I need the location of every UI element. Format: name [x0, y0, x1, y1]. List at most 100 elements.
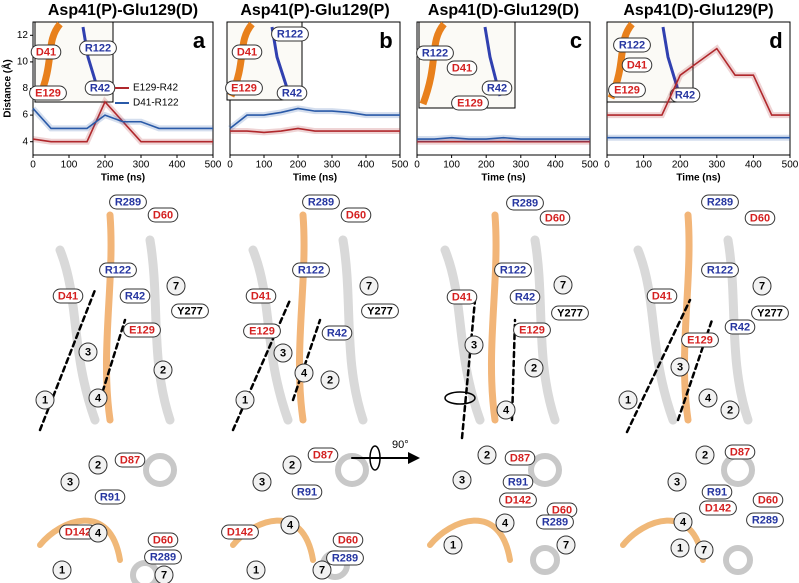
residue-label: D87	[313, 449, 333, 461]
residue-label: 7	[173, 280, 179, 292]
helix-badge	[464, 335, 484, 355]
residue-badge	[513, 322, 551, 338]
x-tick-label: 400	[745, 160, 762, 171]
residue-label: D41	[36, 46, 56, 58]
residue-badge	[621, 57, 653, 73]
residue-label: 2	[95, 459, 101, 471]
residue-badge	[724, 444, 756, 460]
residue-label: D41	[452, 62, 472, 74]
residue-label: 4	[502, 517, 509, 529]
x-tick-label: 400	[358, 160, 375, 171]
residue-label: 4	[95, 527, 102, 539]
residue-label: R42	[327, 327, 347, 339]
residue-badge	[502, 474, 534, 490]
residue-badge	[332, 532, 364, 548]
residue-label: D142	[227, 526, 253, 538]
residue-label: 2	[327, 374, 333, 386]
residue-badge	[144, 549, 182, 565]
residue-label: R289	[512, 197, 538, 209]
chart-title: Asp41(P)-Glu129(P)	[240, 2, 389, 19]
residue-badge	[494, 262, 532, 278]
residue-badge	[291, 484, 323, 500]
residue-label: R91	[297, 486, 317, 498]
residue-badge	[446, 289, 478, 305]
residue-label: D41	[452, 291, 472, 303]
residue-label: 2	[531, 362, 537, 374]
helix-badge	[359, 276, 379, 296]
residue-badge	[231, 44, 263, 60]
residue-badge	[79, 40, 117, 56]
legend-label: E129-R42	[133, 83, 178, 94]
residue-badge	[446, 60, 478, 76]
residue-badge	[361, 303, 399, 319]
residue-label: D142	[505, 494, 531, 506]
inset-sidechain	[81, 26, 100, 91]
residue-label: 7	[319, 564, 325, 576]
residue-label: 3	[471, 339, 477, 351]
residue-label: D60	[338, 534, 358, 546]
residue-badge	[276, 85, 308, 101]
x-tick-label: 100	[256, 160, 273, 171]
residue-badge	[416, 45, 454, 61]
helix-badge	[166, 276, 186, 296]
residue-badge	[751, 305, 789, 321]
residue-label: R289	[542, 516, 568, 528]
x-tick-label: 100	[635, 160, 652, 171]
residue-label: D142	[705, 502, 731, 514]
residue-badge	[746, 512, 784, 528]
series-line	[607, 47, 790, 116]
y-tick-label: 10	[17, 57, 29, 68]
chart-title: Asp41(D)-Glu129(D)	[428, 2, 579, 19]
helix-badge	[673, 512, 693, 532]
helix-badge	[35, 390, 55, 410]
x-axis-label: Time (ns)	[676, 173, 720, 184]
residue-badge	[481, 80, 513, 96]
residue-label: D60	[545, 212, 565, 224]
helix-badge	[556, 535, 576, 555]
residue-badge	[699, 500, 737, 516]
residue-label: R122	[707, 264, 733, 276]
residue-label: D60	[346, 209, 366, 221]
residue-label: E129	[129, 324, 155, 336]
residue-label: 1	[677, 542, 683, 554]
inset-sidechain	[661, 26, 680, 91]
residue-badge	[225, 80, 263, 96]
helix-badge	[88, 455, 108, 475]
x-tick-label: 500	[392, 160, 409, 171]
x-tick-label: 0	[414, 160, 420, 171]
residue-label: E129	[519, 324, 545, 336]
x-axis-label: Time (ns)	[101, 173, 145, 184]
residue-label: 3	[280, 347, 286, 359]
residue-label: R122	[105, 264, 131, 276]
x-tick-label: 100	[61, 160, 78, 171]
residue-label: R289	[150, 551, 176, 563]
helix-badge	[695, 445, 715, 465]
residue-badge	[123, 322, 161, 338]
helix-badge	[273, 343, 293, 363]
residue-badge	[701, 484, 733, 500]
residue-label: R289	[115, 196, 141, 208]
residue-label: D87	[510, 452, 530, 464]
residue-label: R122	[277, 28, 303, 40]
residue-badge	[221, 524, 259, 540]
x-axis-label: Time (ns)	[293, 173, 337, 184]
helix-badge	[60, 472, 80, 492]
x-tick-label: 400	[547, 160, 564, 171]
residue-label: R42	[515, 291, 535, 303]
residue-badge	[84, 80, 116, 96]
residue-label: R91	[508, 476, 528, 488]
residue-label: E129	[35, 87, 61, 99]
residue-badge	[608, 82, 646, 98]
y-axis-label: Distance (Å)	[1, 59, 14, 117]
residue-label: E129	[687, 334, 713, 346]
helix-badge	[670, 357, 690, 377]
residue-label: E129	[614, 84, 640, 96]
residue-label: R91	[100, 491, 120, 503]
residue-label: 7	[560, 279, 566, 291]
helix-badge	[720, 400, 740, 420]
residue-label: E129	[231, 82, 257, 94]
residue-badge	[292, 262, 330, 278]
residue-label: 1	[42, 394, 48, 406]
residue-label: Y277	[367, 305, 393, 317]
residue-label: 4	[680, 516, 687, 528]
